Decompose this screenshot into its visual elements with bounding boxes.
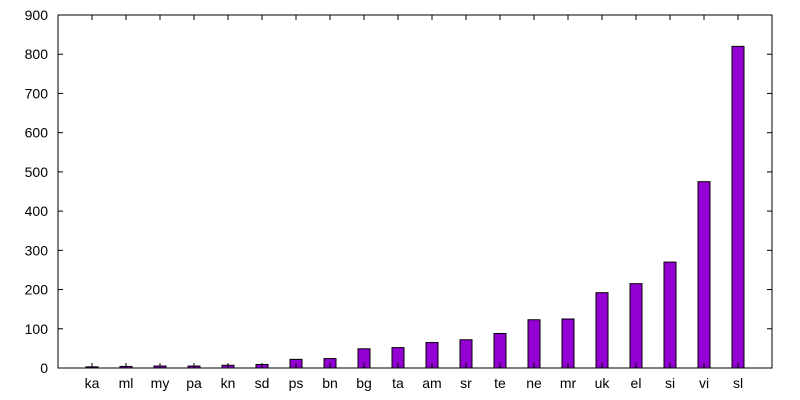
y-tick-label: 900 <box>25 7 49 23</box>
y-tick-label: 100 <box>25 321 49 337</box>
labels-layer: 0 100 200 300 400 500 600 700 800 900 ka ml my pa kn sd… <box>25 7 743 391</box>
y-tick-label: 400 <box>25 203 49 219</box>
y-tick-label: 800 <box>25 46 49 62</box>
x-tick-label: bn <box>322 375 338 391</box>
x-tick-label: ps <box>289 375 304 391</box>
bar-mr <box>561 318 575 369</box>
bar-ne <box>527 319 541 369</box>
y-tick-label: 300 <box>25 242 49 258</box>
x-tick-label: ta <box>392 375 404 391</box>
x-tick-label: sl <box>733 375 743 391</box>
bar-te <box>493 332 507 369</box>
y-tick-label: 600 <box>25 125 49 141</box>
bar-el <box>629 283 643 369</box>
x-tick-label: mr <box>560 375 577 391</box>
x-tick-label: el <box>631 375 642 391</box>
bars-layer <box>85 45 745 369</box>
y-tick-label: 200 <box>25 282 49 298</box>
x-tick-label: ml <box>119 375 134 391</box>
bar-vi <box>697 181 711 369</box>
bar-uk <box>595 292 609 369</box>
x-tick-label: si <box>665 375 675 391</box>
y-tick-label: 0 <box>40 360 48 376</box>
y-tick-label: 500 <box>25 164 49 180</box>
x-tick-label: ne <box>526 375 542 391</box>
x-tick-label: vi <box>699 375 709 391</box>
x-tick-label: pa <box>186 375 202 391</box>
bar-si <box>663 261 677 369</box>
x-tick-label: sr <box>460 375 472 391</box>
x-tick-label: te <box>494 375 506 391</box>
x-tick-label: am <box>422 375 441 391</box>
bar-sl <box>731 45 745 369</box>
x-tick-label: sd <box>255 375 270 391</box>
x-tick-label: my <box>151 375 170 391</box>
x-tick-label: kn <box>221 375 236 391</box>
plot-frame <box>57 14 773 369</box>
y-tick-label: 700 <box>25 85 49 101</box>
x-tick-label: bg <box>356 375 372 391</box>
x-tick-label: ka <box>85 375 100 391</box>
x-tick-label: uk <box>595 375 611 391</box>
